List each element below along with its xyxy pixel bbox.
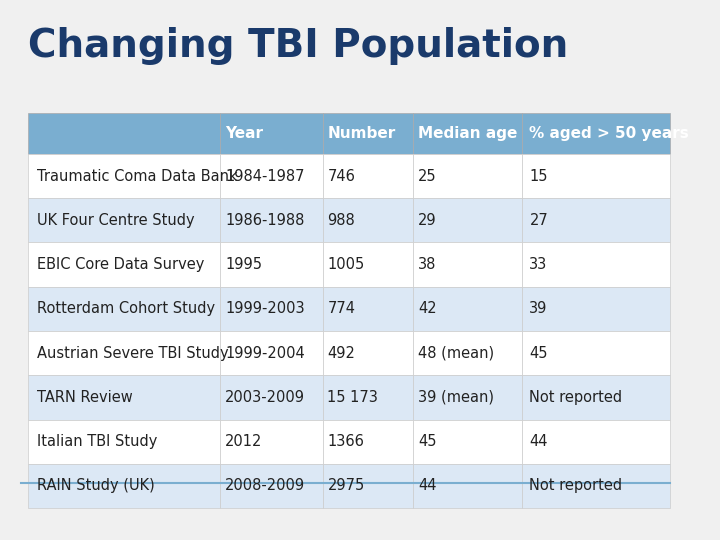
Bar <box>323 113 413 154</box>
Text: Rotterdam Cohort Study: Rotterdam Cohort Study <box>37 301 215 316</box>
Text: 2975: 2975 <box>328 478 365 494</box>
Bar <box>522 375 670 420</box>
Bar <box>413 198 522 242</box>
Bar <box>27 331 220 375</box>
Bar <box>522 113 670 154</box>
Bar <box>27 113 220 154</box>
Text: 33: 33 <box>529 257 548 272</box>
Text: 1984-1987: 1984-1987 <box>225 168 305 184</box>
Bar <box>413 464 522 508</box>
Text: 1999-2003: 1999-2003 <box>225 301 305 316</box>
Bar <box>27 198 220 242</box>
Text: TARN Review: TARN Review <box>37 390 133 405</box>
Text: 1366: 1366 <box>328 434 364 449</box>
Text: 988: 988 <box>328 213 355 228</box>
Bar <box>323 420 413 464</box>
Text: Not reported: Not reported <box>529 390 623 405</box>
Bar <box>413 242 522 287</box>
Bar <box>27 154 220 198</box>
Text: 39: 39 <box>529 301 548 316</box>
Bar <box>522 331 670 375</box>
Bar <box>413 154 522 198</box>
Text: Italian TBI Study: Italian TBI Study <box>37 434 158 449</box>
Bar <box>413 287 522 331</box>
Bar <box>220 154 323 198</box>
Bar <box>220 287 323 331</box>
Text: UK Four Centre Study: UK Four Centre Study <box>37 213 195 228</box>
Text: Median age: Median age <box>418 126 518 141</box>
Text: 29: 29 <box>418 213 437 228</box>
Text: 25: 25 <box>418 168 437 184</box>
Text: 492: 492 <box>328 346 356 361</box>
Bar <box>220 420 323 464</box>
Text: 1005: 1005 <box>328 257 365 272</box>
Bar <box>27 420 220 464</box>
Bar <box>522 420 670 464</box>
Text: 2012: 2012 <box>225 434 263 449</box>
Bar <box>220 242 323 287</box>
Text: 39 (mean): 39 (mean) <box>418 390 495 405</box>
Bar <box>323 154 413 198</box>
Text: Year: Year <box>225 126 264 141</box>
Bar <box>522 464 670 508</box>
Bar <box>27 242 220 287</box>
Bar <box>413 420 522 464</box>
Text: 45: 45 <box>418 434 437 449</box>
Bar <box>220 331 323 375</box>
Bar <box>522 154 670 198</box>
Bar <box>413 113 522 154</box>
Bar <box>27 464 220 508</box>
Text: 42: 42 <box>418 301 437 316</box>
Bar <box>522 198 670 242</box>
Bar <box>522 242 670 287</box>
Bar <box>27 375 220 420</box>
Text: 2008-2009: 2008-2009 <box>225 478 305 494</box>
Text: 27: 27 <box>529 213 548 228</box>
Bar <box>220 198 323 242</box>
Bar <box>522 287 670 331</box>
Text: RAIN Study (UK): RAIN Study (UK) <box>37 478 155 494</box>
Text: 1995: 1995 <box>225 257 262 272</box>
Bar <box>323 242 413 287</box>
Text: 45: 45 <box>529 346 548 361</box>
Text: 746: 746 <box>328 168 356 184</box>
Text: 1999-2004: 1999-2004 <box>225 346 305 361</box>
Text: EBIC Core Data Survey: EBIC Core Data Survey <box>37 257 204 272</box>
Bar <box>220 464 323 508</box>
Text: % aged > 50 years: % aged > 50 years <box>529 126 689 141</box>
Bar <box>323 287 413 331</box>
Text: 44: 44 <box>529 434 548 449</box>
Bar <box>413 331 522 375</box>
Text: Not reported: Not reported <box>529 478 623 494</box>
Text: Number: Number <box>328 126 396 141</box>
Bar <box>323 375 413 420</box>
Bar <box>323 331 413 375</box>
Text: 48 (mean): 48 (mean) <box>418 346 495 361</box>
Bar <box>413 375 522 420</box>
Text: 44: 44 <box>418 478 437 494</box>
Bar <box>220 113 323 154</box>
Bar <box>323 464 413 508</box>
Text: Changing TBI Population: Changing TBI Population <box>27 27 568 65</box>
Text: Traumatic Coma Data Bank: Traumatic Coma Data Bank <box>37 168 238 184</box>
Text: 2003-2009: 2003-2009 <box>225 390 305 405</box>
Text: 1986-1988: 1986-1988 <box>225 213 305 228</box>
Bar <box>27 287 220 331</box>
Text: Austrian Severe TBI Study: Austrian Severe TBI Study <box>37 346 229 361</box>
Bar <box>323 198 413 242</box>
Text: 774: 774 <box>328 301 356 316</box>
Text: 38: 38 <box>418 257 436 272</box>
Text: 15 173: 15 173 <box>328 390 378 405</box>
Bar <box>220 375 323 420</box>
Text: 15: 15 <box>529 168 548 184</box>
